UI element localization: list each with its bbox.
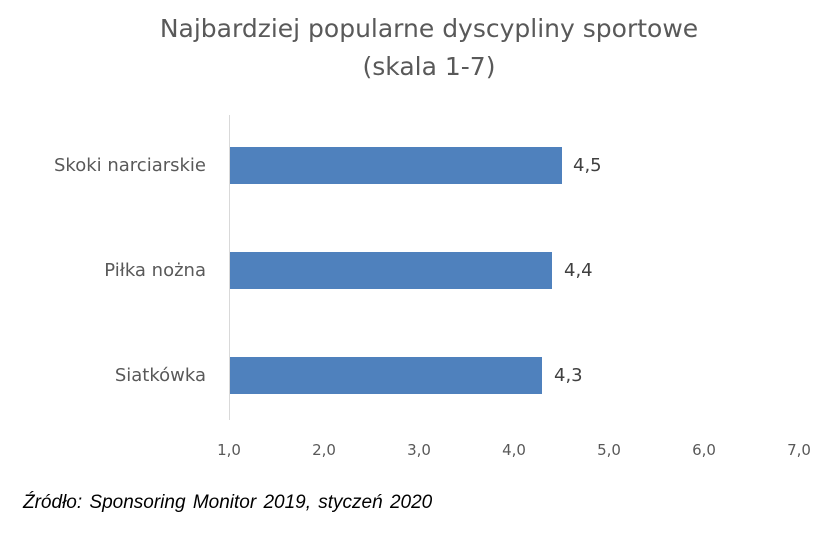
x-tick-label: 1,0 [217, 441, 241, 459]
bar-value-label: 4,4 [564, 260, 593, 281]
bar-value-label: 4,3 [554, 365, 583, 386]
chart-title-line1: Najbardziej popularne dyscypliny sportow… [159, 14, 699, 43]
x-tick-label: 4,0 [502, 441, 526, 459]
bar-pilka-nozna [230, 252, 552, 289]
x-tick-label: 6,0 [692, 441, 716, 459]
bar-skoki-narciarskie [230, 147, 562, 184]
x-tick-label: 2,0 [312, 441, 336, 459]
category-label: Siatkówka [114, 365, 206, 386]
x-tick-label: 5,0 [597, 441, 621, 459]
bar-value-label: 4,5 [573, 155, 602, 176]
x-tick-label: 7,0 [787, 441, 811, 459]
source-note: Źródło: Sponsoring Monitor 2019, styczeń… [23, 492, 433, 513]
category-axis-line [229, 115, 230, 420]
chart-subtitle: (skala 1-7) [362, 52, 496, 81]
chart-title: Najbardziej popularne dyscypliny sportow… [0, 10, 828, 86]
category-label: Skoki narciarskie [53, 155, 206, 176]
category-label: Piłka nożna [104, 260, 206, 281]
x-tick-label: 3,0 [407, 441, 431, 459]
bar-siatkowka [230, 357, 542, 394]
